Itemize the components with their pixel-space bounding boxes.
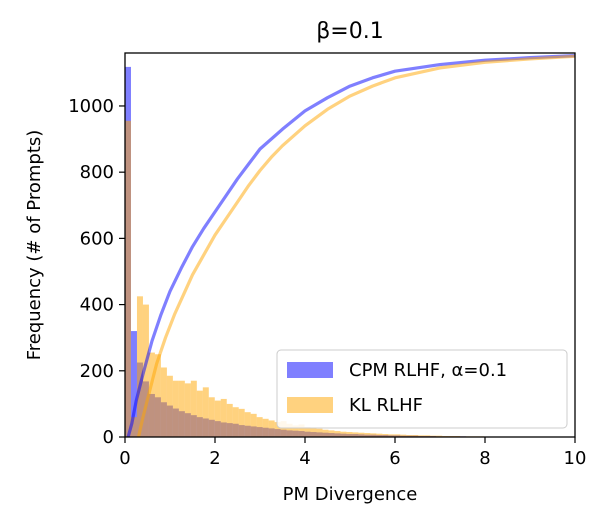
hist-bar-kl (436, 435, 443, 437)
y-axis-title: Frequency (# of Prompts) (24, 130, 45, 361)
hist-bar-kl (184, 383, 191, 437)
hist-bar-kl (304, 427, 311, 437)
hist-bar-kl (268, 420, 275, 437)
hist-bar-kl (394, 434, 401, 437)
hist-bar-kl (346, 432, 353, 437)
hist-bar-kl (400, 434, 407, 437)
hist-bar-kl (376, 433, 383, 437)
hist-bar-kl (238, 408, 245, 437)
x-tick-label: 4 (299, 448, 310, 469)
legend-swatch-cpm (287, 362, 333, 378)
x-tick-label: 2 (209, 448, 220, 469)
legend: CPM RLHF, α=0.1 KL RLHF (276, 349, 568, 429)
legend-box (276, 349, 568, 429)
hist-bar-cpm (130, 331, 137, 437)
hist-bar-kl (310, 427, 317, 437)
hist-bar-kl (130, 417, 137, 437)
x-axis-title: PM Divergence (283, 484, 418, 505)
hist-bar-kl (166, 375, 173, 437)
hist-bar-kl (262, 418, 269, 437)
hist-bar-kl (190, 380, 197, 437)
hist-bar-kl (280, 421, 287, 437)
hist-bar-kl (292, 425, 299, 437)
hist-bar-kl (136, 296, 143, 437)
x-tick-label: 8 (479, 448, 490, 469)
hist-bar-kl (274, 422, 281, 437)
chart-title: β=0.1 (316, 19, 383, 44)
hist-bar-kl (352, 432, 359, 437)
hist-bar-kl (250, 413, 257, 437)
hist-bar-kl (430, 435, 437, 437)
plot-frame (124, 52, 576, 438)
y-axis: 0 200 400 600 800 1000 (68, 96, 125, 448)
hist-bar-kl (334, 431, 341, 437)
hist-bar-kl (406, 435, 413, 437)
hist-bar-kl (322, 429, 329, 437)
hist-bar-kl (340, 431, 347, 437)
hist-bar-kl (125, 120, 131, 438)
hist-bar-kl (154, 354, 161, 437)
hist-bar-kl (172, 380, 179, 437)
hist-bar-kl (382, 434, 389, 437)
hist-bar-kl (298, 424, 305, 437)
hist-bar-kl (424, 435, 431, 437)
hist-bar-kl (370, 433, 377, 437)
hist-bar-kl (412, 435, 419, 437)
legend-swatch-kl (287, 397, 333, 413)
y-tick-label: 0 (103, 427, 114, 448)
hist-bar-kl (418, 435, 425, 437)
hist-bar-kl (148, 352, 155, 437)
cdf-line-cpm (126, 54, 576, 438)
hist-bar-kl (388, 434, 395, 437)
cdf-lines (126, 54, 576, 438)
hist-bar-kl (220, 398, 227, 437)
y-tick-label: 800 (80, 162, 114, 183)
hist-bar-kl (226, 403, 233, 437)
x-axis: 0 2 4 6 8 10 (119, 437, 586, 469)
cdf-line-kl (136, 54, 576, 438)
x-tick-label: 10 (564, 448, 587, 469)
hist-bar-kl (358, 432, 365, 437)
x-tick-label: 6 (389, 448, 400, 469)
y-tick-label: 600 (80, 228, 114, 249)
y-tick-label: 200 (80, 361, 114, 382)
y-tick-label: 1000 (68, 96, 114, 117)
hist-bar-kl (208, 397, 215, 437)
y-tick-label: 400 (80, 295, 114, 316)
hist-bar-kl (160, 367, 167, 437)
hist-bar-kl (214, 400, 221, 437)
hist-bar-kl (202, 387, 209, 437)
hist-bar-kl (286, 423, 293, 437)
hist-bar-kl (364, 433, 371, 437)
hist-bar-kl (196, 390, 203, 437)
x-tick-label: 0 (119, 448, 130, 469)
hist-bar-kl (244, 412, 251, 437)
hist-bar-kl (316, 428, 323, 437)
histogram-bars (125, 66, 521, 438)
legend-label-cpm: CPM RLHF, α=0.1 (349, 360, 507, 381)
hist-bar-kl (232, 407, 239, 437)
legend-label-kl: KL RLHF (349, 395, 423, 416)
hist-bar-kl (256, 417, 263, 437)
hist-bar-kl (328, 430, 335, 437)
hist-bar-kl (178, 380, 185, 437)
hist-bar-kl (142, 304, 149, 437)
